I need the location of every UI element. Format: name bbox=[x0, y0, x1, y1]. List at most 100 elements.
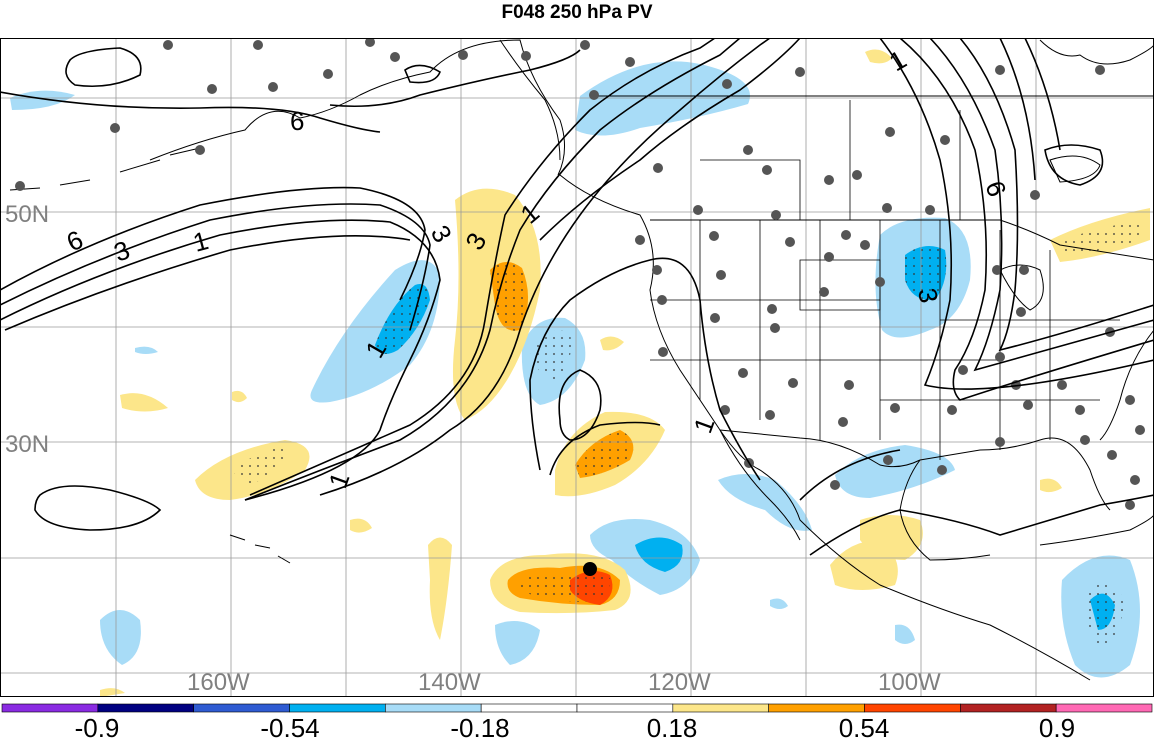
hawaii bbox=[229, 534, 291, 564]
pos-area-west-strip bbox=[428, 537, 452, 640]
contour-midwest-3 bbox=[959, 38, 1154, 352]
storm-center-marker bbox=[583, 562, 597, 576]
contour-alaska-6 bbox=[0, 91, 381, 133]
longitude-labels: 160W 140W 120W 100W bbox=[187, 669, 941, 696]
pos-area-small-2 bbox=[350, 518, 372, 533]
contour-gulf bbox=[799, 449, 901, 501]
neg-area-small-2 bbox=[770, 598, 788, 609]
contour-east-2 bbox=[1024, 38, 1061, 151]
gulf-coast bbox=[919, 437, 1111, 511]
contour-ridge-1 bbox=[539, 38, 801, 241]
baja bbox=[719, 429, 801, 541]
contour-6-west bbox=[0, 186, 426, 301]
contour-north-arc bbox=[329, 49, 581, 108]
contour-jet-1 bbox=[244, 38, 741, 501]
contour-midwest-1 bbox=[899, 38, 1154, 401]
neg-area-south bbox=[495, 621, 540, 665]
contour-east-1 bbox=[999, 38, 1036, 181]
pos-area-small-1 bbox=[120, 393, 168, 412]
pos-area-small-5 bbox=[600, 336, 624, 351]
colorbar-tick-label: 0.54 bbox=[839, 713, 890, 739]
contour-label: 3 bbox=[425, 220, 458, 248]
pos-area-small-6 bbox=[100, 688, 125, 697]
pv-contours bbox=[0, 38, 1154, 556]
neg-area-gulf-mexico bbox=[835, 445, 955, 498]
contour-loop-small bbox=[1044, 144, 1104, 186]
pos-area-central-america bbox=[860, 515, 923, 560]
contour-label: 6 bbox=[62, 224, 88, 257]
contour-trough-loop bbox=[549, 421, 661, 476]
neg-area-small-3 bbox=[135, 346, 158, 354]
colorbar-tick-label: 0.9 bbox=[1039, 713, 1075, 739]
observation-stations bbox=[15, 38, 1145, 510]
contour-jet-3 bbox=[319, 38, 771, 496]
colorbar-tick-label: -0.54 bbox=[260, 713, 319, 739]
neg-area-north-pacific bbox=[10, 90, 75, 110]
colorbar-swatch bbox=[193, 703, 290, 713]
contour-label: 6 bbox=[290, 106, 304, 136]
colorbar-tick-label: 0.18 bbox=[647, 713, 698, 739]
contour-label: 3 bbox=[110, 234, 134, 267]
significance-stippling bbox=[230, 220, 1140, 650]
positive-anomaly-shading bbox=[100, 49, 1150, 697]
colorbar-tick-label: -0.9 bbox=[75, 713, 120, 739]
colorbar-swatch bbox=[1, 703, 99, 713]
cuba bbox=[1039, 514, 1154, 546]
colorbar-swatch bbox=[672, 703, 769, 713]
aleutians bbox=[9, 147, 201, 191]
arctic-islands bbox=[1039, 39, 1154, 65]
contour-label: 1 bbox=[190, 225, 212, 258]
us-mexico-border bbox=[719, 429, 921, 468]
neg-area-gulf-alaska bbox=[575, 61, 750, 136]
contour-label: 1 bbox=[687, 413, 720, 437]
neg-area-southwest bbox=[100, 610, 141, 665]
state-borders bbox=[650, 100, 1120, 460]
colorbar-swatch bbox=[1055, 703, 1153, 713]
contour-trough-inner bbox=[558, 369, 602, 441]
colorbar-swatch bbox=[960, 703, 1057, 713]
hudson-bay bbox=[1049, 155, 1101, 183]
lon-label-160w: 160W bbox=[187, 669, 250, 696]
contour-1-west bbox=[0, 219, 441, 501]
colorbar-tick-labels: -0.9 -0.54 -0.18 0.18 0.54 0.9 bbox=[75, 713, 1075, 739]
coastlines bbox=[9, 39, 1154, 681]
pos-area-small-4 bbox=[865, 49, 892, 64]
alaska-coast bbox=[149, 39, 565, 176]
contour-label: 6 bbox=[979, 177, 1012, 201]
contour-3-west bbox=[0, 203, 431, 331]
colorbar bbox=[1, 703, 1153, 713]
contour-southeast bbox=[809, 494, 1154, 556]
lat-label-30n: 30N bbox=[5, 431, 49, 458]
lon-label-100w: 100W bbox=[878, 669, 941, 696]
contour-label: 1 bbox=[322, 468, 355, 492]
contour-north-loop bbox=[404, 64, 441, 84]
mexico-east bbox=[899, 459, 991, 561]
contour-label: 3 bbox=[912, 286, 944, 305]
colorbar-swatch bbox=[480, 703, 578, 713]
contour-jet-2 bbox=[249, 38, 716, 496]
alaska-interior bbox=[499, 39, 561, 161]
contour-west-loop bbox=[34, 485, 162, 531]
contour-1-inner bbox=[4, 234, 411, 331]
contour-midwest-2 bbox=[929, 38, 1154, 372]
pos-area-small-7 bbox=[232, 390, 247, 403]
lon-label-140w: 140W bbox=[418, 669, 481, 696]
colorbar-swatch bbox=[864, 703, 961, 713]
colorbar-swatch bbox=[385, 703, 482, 713]
graticule bbox=[0, 38, 1154, 697]
contour-midwest-4 bbox=[879, 38, 1154, 390]
neg-area-central-pacific bbox=[310, 260, 440, 403]
colorbar-swatch bbox=[768, 703, 865, 713]
lat-label-50n: 50N bbox=[5, 201, 49, 228]
colorbar-swatch bbox=[289, 703, 386, 713]
contour-alaska-loop bbox=[65, 47, 142, 88]
latitude-labels: 50N 30N bbox=[5, 201, 49, 458]
neg-area-tropical-core bbox=[635, 537, 683, 572]
colorbar-tick-label: -0.18 bbox=[450, 713, 509, 739]
east-coast bbox=[1099, 329, 1154, 441]
contour-trough-outer bbox=[529, 257, 761, 481]
colorbar-swatch bbox=[97, 703, 194, 713]
colorbar-swatch bbox=[576, 703, 674, 713]
map-title: F048 250 hPa PV bbox=[501, 2, 653, 23]
